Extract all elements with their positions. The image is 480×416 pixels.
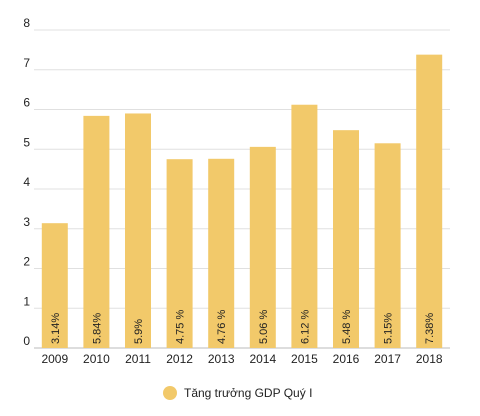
x-tick-label: 2013 xyxy=(208,352,235,366)
y-tick-label: 2 xyxy=(23,255,30,269)
data-label: 5.15% xyxy=(383,313,395,344)
legend-label: Tăng trưởng GDP Quý I xyxy=(184,386,312,400)
data-label: 3.14% xyxy=(50,313,62,344)
x-tick-label: 2011 xyxy=(125,352,151,366)
x-axis-labels: 2009 2010 2011 2012 2013 2014 2015 2016 2017 2018 xyxy=(41,352,442,366)
y-tick-label: 8 xyxy=(23,16,30,30)
y-tick-label: 6 xyxy=(23,96,30,110)
data-label: 4.75 % xyxy=(175,310,187,344)
data-label: 5.84% xyxy=(91,313,103,344)
bar xyxy=(208,158,235,348)
legend-swatch xyxy=(163,386,177,400)
x-tick-label: 2010 xyxy=(83,352,110,366)
bar xyxy=(291,104,318,348)
data-label: 5.06 % xyxy=(258,310,270,344)
x-tick-label: 2016 xyxy=(333,352,360,366)
data-label: 6.12 % xyxy=(299,310,311,344)
x-tick-label: 2018 xyxy=(416,352,443,366)
bar xyxy=(41,223,68,348)
data-label: 4.76 % xyxy=(216,310,228,344)
data-label: 5.9% xyxy=(133,319,145,344)
y-tick-label: 1 xyxy=(23,294,30,308)
bar xyxy=(125,113,151,348)
y-tick-label: 0 xyxy=(23,334,30,348)
data-label: 7.38% xyxy=(424,313,436,344)
data-labels: 3.14% 5.84% 5.9% 4.75 % 4.76 % 5.06 % 6.12 % 5.… xyxy=(50,310,436,344)
y-tick-label: 7 xyxy=(23,56,30,70)
bar xyxy=(249,146,276,348)
bar xyxy=(374,143,401,348)
data-label: 5.48 % xyxy=(341,310,353,344)
bar xyxy=(83,115,110,348)
y-tick-label: 4 xyxy=(23,175,30,189)
x-tick-label: 2015 xyxy=(291,352,318,366)
bar xyxy=(333,130,359,348)
legend: Tăng trưởng GDP Quý I xyxy=(163,386,312,400)
x-tick-label: 2017 xyxy=(374,352,401,366)
y-tick-label: 3 xyxy=(23,215,30,229)
y-tick-label: 5 xyxy=(23,135,30,149)
x-tick-label: 2012 xyxy=(166,352,193,366)
bar xyxy=(166,159,193,348)
bar xyxy=(416,54,443,349)
x-tick-label: 2014 xyxy=(249,352,276,366)
y-axis-ticks: 0 1 2 3 4 5 6 7 8 xyxy=(23,16,30,348)
x-tick-label: 2009 xyxy=(41,352,68,366)
bars xyxy=(41,54,443,349)
